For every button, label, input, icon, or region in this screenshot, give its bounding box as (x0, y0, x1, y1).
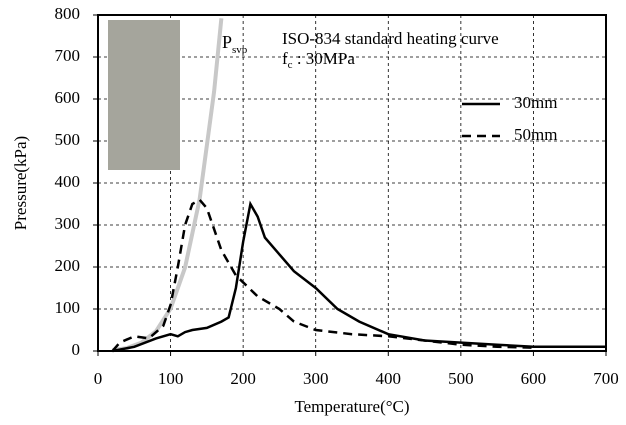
data-line (112, 200, 606, 353)
y-tick-label: 200 (55, 256, 81, 275)
legend-label: 30mm (514, 93, 557, 112)
x-tick-label: 500 (448, 369, 474, 388)
x-axis-title: Temperature(°C) (294, 397, 409, 416)
legend-label: 50mm (514, 125, 557, 144)
y-tick-label: 100 (55, 298, 81, 317)
strength-label: fc : 30MPa (282, 49, 355, 71)
x-tick-label: 400 (376, 369, 402, 388)
x-tick-label: 0 (94, 369, 103, 388)
strength-main: f (282, 49, 288, 68)
x-tick-label: 700 (593, 369, 619, 388)
specimen-photo (108, 20, 180, 170)
y-tick-label: 700 (55, 46, 81, 65)
y-tick-label: 500 (55, 130, 81, 149)
annotation: ISO-834 standard heating curve (282, 29, 499, 48)
x-tick-label: 100 (158, 369, 184, 388)
y-tick-label: 600 (55, 88, 81, 107)
y-tick-label: 400 (55, 172, 81, 191)
x-tick-label: 200 (230, 369, 256, 388)
curve-label-sub: svp (232, 44, 248, 56)
y-tick-label: 800 (55, 4, 81, 23)
curve-label-main: P (222, 32, 232, 52)
y-axis-title: Pressure(kPa) (11, 136, 30, 230)
strength-rest: : 30MPa (293, 49, 356, 68)
x-tick-label: 600 (521, 369, 547, 388)
plot-frame (97, 14, 607, 352)
x-tick-label: 300 (303, 369, 329, 388)
y-tick-label: 0 (72, 340, 81, 359)
data-line (111, 198, 534, 352)
strength-sub: c (288, 59, 293, 71)
y-tick-label: 300 (55, 214, 81, 233)
curve-label: Psvp (222, 32, 248, 55)
